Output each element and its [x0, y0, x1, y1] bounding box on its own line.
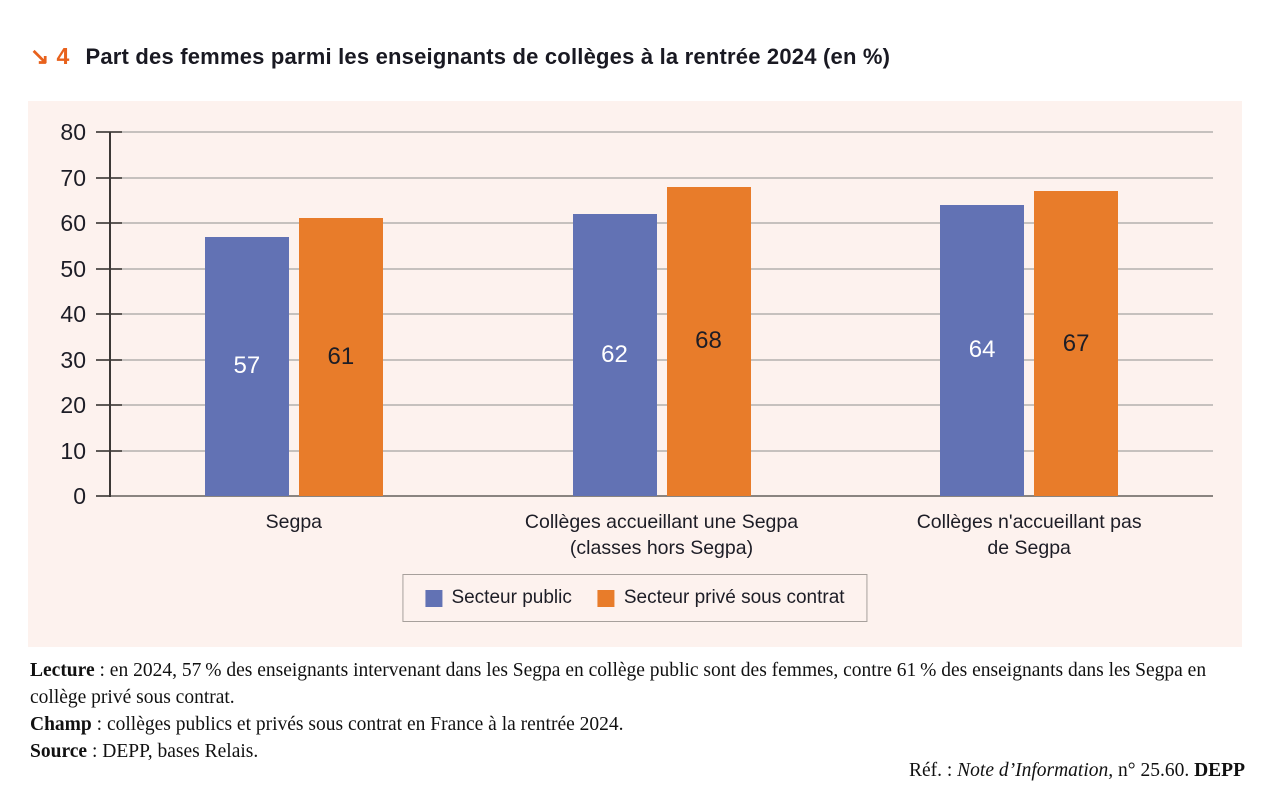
x-category-label-line: (classes hors Segpa) — [569, 537, 754, 559]
figure-arrow-icon: ↘ — [30, 43, 50, 69]
bar-private — [298, 218, 383, 496]
note-champ: Champ : collèges publics et privés sous … — [30, 711, 1252, 738]
note-lecture: Lecture : en 2024, 57 % des enseignants … — [30, 657, 1252, 711]
ref-prefix: Réf. : — [908, 760, 958, 781]
bar-public — [204, 236, 289, 496]
y-tick-label: 80 — [60, 119, 86, 145]
legend-label: Secteur privé sous contrat — [623, 587, 845, 608]
gridline — [110, 176, 1213, 179]
gridline — [110, 449, 1213, 452]
note-source: Source : DEPP, bases Relais. — [30, 738, 1252, 765]
y-tick-label: 40 — [60, 301, 86, 327]
gridline — [110, 358, 1213, 361]
plot-area: 0 10 20 30 40 50 60 70 80 57 61 Segpa 62 68 Collèges a… — [60, 119, 1213, 559]
x-category-label: Segpa — [84, 509, 504, 535]
x-category-label-line: de Segpa — [987, 537, 1071, 559]
ref-depp: DEPP — [1194, 760, 1245, 781]
figure-title: ↘ 4 Part des femmes parmi les enseignant… — [30, 43, 890, 70]
bar-value-label: 57 — [233, 352, 261, 380]
gridline — [110, 404, 1213, 406]
x-axis-line — [110, 495, 1213, 497]
bar-public — [572, 213, 657, 496]
bar-public — [940, 204, 1025, 496]
bar-private — [1034, 191, 1119, 496]
ref-number: n° 25.60. — [1113, 760, 1195, 781]
bar-value-label: 67 — [1062, 329, 1090, 357]
legend-item: Secteur privé sous contrat — [597, 587, 845, 609]
y-tick-label: 0 — [73, 483, 86, 509]
legend-label: Secteur public — [451, 587, 572, 608]
figure-number: 4 — [56, 43, 70, 69]
x-category-label-line: Collèges accueillant une Segpa — [524, 511, 799, 533]
note-lecture-label: Lecture — [30, 660, 95, 681]
y-tick-label: 20 — [60, 392, 86, 418]
gridline — [110, 267, 1213, 270]
legend-item: Secteur public — [425, 587, 572, 609]
bar-value-label: 68 — [695, 327, 722, 355]
note-source-label: Source — [30, 741, 88, 762]
y-tick-label: 30 — [60, 346, 86, 373]
bar-value-label: 62 — [601, 340, 628, 368]
notes-block: Lecture : en 2024, 57 % des enseignants … — [30, 657, 1252, 765]
bar-value-label: 64 — [968, 336, 996, 364]
y-tick-label: 70 — [60, 164, 86, 191]
gridline — [110, 131, 1213, 133]
bar-private — [666, 186, 751, 496]
legend: Secteur public Secteur privé sous contrat — [402, 574, 868, 622]
note-champ-label: Champ — [30, 714, 92, 735]
x-category-label-line: Collèges n'accueillant pas — [916, 511, 1142, 533]
x-category-label-line: Segpa — [265, 511, 323, 533]
y-axis-line — [109, 132, 111, 497]
bar-value-label: 61 — [327, 343, 355, 371]
y-tick-label: 10 — [60, 437, 86, 464]
y-tick-label: 50 — [60, 255, 86, 282]
chart-panel: 0 10 20 30 40 50 60 70 80 57 61 Segpa 62 68 Collèges a… — [28, 101, 1242, 647]
figure-title-text: Part des femmes parmi les enseignants de… — [85, 44, 891, 69]
note-champ-text: : collèges publics et privés sous contra… — [91, 714, 624, 735]
ref-publication: Note d’Information, — [957, 760, 1114, 781]
x-category-label: Collèges accueillant une Segpa (classes h… — [452, 509, 872, 561]
gridline — [110, 222, 1213, 224]
legend-swatch-icon — [597, 589, 615, 607]
note-source-text: : DEPP, bases Relais. — [87, 741, 259, 762]
y-tick-label: 60 — [60, 210, 86, 236]
note-lecture-text: : en 2024, 57 % des enseignants interven… — [30, 660, 1207, 708]
x-category-label: Collèges n'accueillant pas de Segpa — [819, 509, 1239, 561]
gridline — [110, 313, 1213, 315]
reference-line: Réf. : Note d’Information, n° 25.60. DEP… — [909, 760, 1245, 782]
legend-swatch-icon — [425, 589, 443, 607]
